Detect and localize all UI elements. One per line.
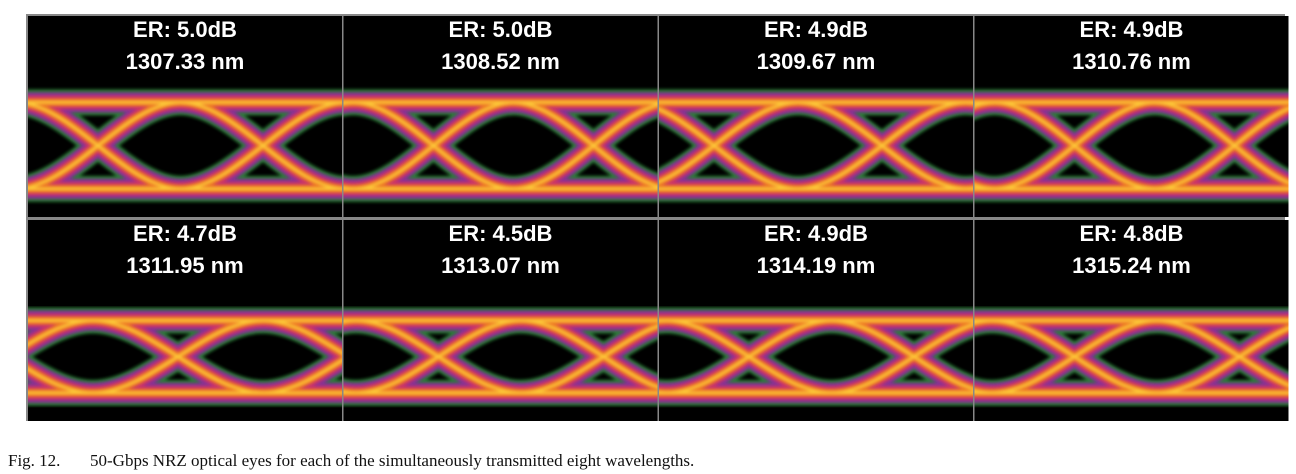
eye-trace — [659, 100, 973, 191]
eye-trace — [974, 319, 1289, 395]
eye-diagram — [343, 89, 658, 202]
eye-panel: ER: 4.9dB 1310.76 nm — [974, 16, 1289, 217]
extinction-ratio: ER: 4.9dB — [764, 17, 868, 42]
wavelength: 1314.19 nm — [757, 253, 876, 278]
eye-diagram — [343, 307, 658, 406]
eye-panel: ER: 4.8dB 1315.24 nm — [974, 220, 1289, 421]
eye-trace — [974, 100, 1289, 191]
eye-panel: ER: 5.0dB 1307.33 nm — [28, 16, 342, 217]
eye-diagram — [974, 89, 1289, 202]
extinction-ratio: ER: 5.0dB — [449, 17, 553, 42]
eye-panel: ER: 5.0dB 1308.52 nm — [343, 16, 658, 217]
extinction-ratio: ER: 4.5dB — [449, 221, 553, 246]
wavelength: 1308.52 nm — [441, 49, 560, 74]
eye-diagram — [659, 89, 973, 202]
extinction-ratio: ER: 5.0dB — [133, 17, 237, 42]
wavelength: 1313.07 nm — [441, 253, 560, 278]
caption-label: Fig. 12. — [8, 451, 60, 470]
caption-text: 50-Gbps NRZ optical eyes for each of the… — [90, 451, 694, 470]
eye-diagram — [659, 307, 973, 406]
eye-diagram — [28, 89, 342, 202]
eye-trace — [343, 100, 658, 191]
wavelength: 1311.95 nm — [126, 253, 243, 278]
eye-trace — [659, 319, 973, 395]
wavelength: 1310.76 nm — [1072, 49, 1191, 74]
wavelength: 1315.24 nm — [1072, 253, 1191, 278]
wavelength: 1307.33 nm — [126, 49, 245, 74]
eye-panel: ER: 4.7dB 1311.95 nm — [28, 220, 342, 421]
extinction-ratio: ER: 4.9dB — [764, 221, 868, 246]
extinction-ratio: ER: 4.8dB — [1080, 221, 1184, 246]
eye-trace — [28, 100, 342, 191]
eye-panel: ER: 4.9dB 1309.67 nm — [659, 16, 973, 217]
wavelength: 1309.67 nm — [757, 49, 876, 74]
extinction-ratio: ER: 4.9dB — [1080, 17, 1184, 42]
eye-diagram — [974, 307, 1289, 406]
eye-trace — [343, 319, 658, 395]
eye-panel: ER: 4.9dB 1314.19 nm — [659, 220, 973, 421]
eye-trace — [28, 319, 342, 395]
extinction-ratio: ER: 4.7dB — [133, 221, 237, 246]
eye-panel: ER: 4.5dB 1313.07 nm — [343, 220, 658, 421]
eye-diagram — [28, 307, 342, 406]
